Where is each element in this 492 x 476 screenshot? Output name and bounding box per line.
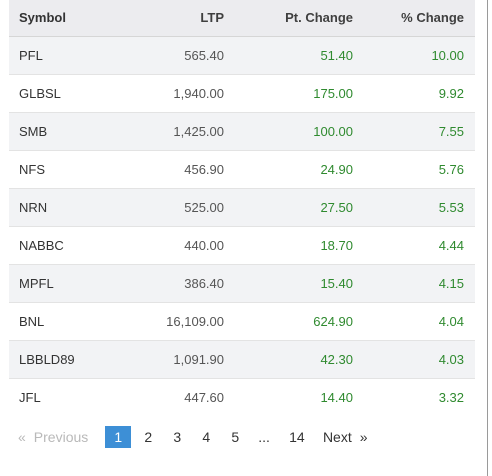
pt-change-cell: 14.40 xyxy=(320,389,353,405)
ltp-cell: 447.60 xyxy=(184,389,224,405)
pt-change-cell: 51.40 xyxy=(320,47,353,63)
ltp-cell: 386.40 xyxy=(184,275,224,291)
pt-change-cell: 27.50 xyxy=(320,199,353,215)
ltp-cell: 456.90 xyxy=(184,161,224,177)
table-row[interactable]: PFL 565.40 51.40 10.00 xyxy=(9,36,475,74)
pt-change-cell: 18.70 xyxy=(320,237,353,253)
pct-change-cell: 5.53 xyxy=(438,199,464,215)
pt-change-cell: 175.00 xyxy=(313,85,353,101)
table-row[interactable]: BNL 16,109.00 624.90 4.04 xyxy=(9,302,475,340)
symbol-cell[interactable]: LBBLD89 xyxy=(19,351,75,367)
page-button-2[interactable]: 2 xyxy=(144,429,153,445)
pct-change-cell: 10.00 xyxy=(431,47,464,63)
ltp-cell: 1,940.00 xyxy=(173,85,224,101)
symbol-cell[interactable]: SMB xyxy=(19,123,48,139)
table-row[interactable]: NFS 456.90 24.90 5.76 xyxy=(9,150,475,188)
page-button-1[interactable]: 1 xyxy=(105,426,132,448)
table-row[interactable]: SMB 1,425.00 100.00 7.55 xyxy=(9,112,475,150)
symbol-cell[interactable]: PFL xyxy=(19,47,43,63)
double-chevron-left-icon: « xyxy=(18,429,26,445)
symbol-cell[interactable]: GLBSL xyxy=(19,85,61,101)
ltp-cell: 565.40 xyxy=(184,47,224,63)
ltp-cell: 1,425.00 xyxy=(173,123,224,139)
page-button-14[interactable]: 14 xyxy=(289,429,305,445)
pct-change-cell: 3.32 xyxy=(438,389,464,405)
top-gainers-table: Symbol LTP Pt. Change % Change PFL 565.4… xyxy=(9,0,475,416)
table-header-row: Symbol LTP Pt. Change % Change xyxy=(9,0,475,37)
pt-change-cell: 42.30 xyxy=(320,351,353,367)
symbol-cell[interactable]: NRN xyxy=(19,199,48,215)
symbol-cell[interactable]: MPFL xyxy=(19,275,54,291)
symbol-cell[interactable]: NABBC xyxy=(19,237,64,253)
table-row[interactable]: MPFL 386.40 15.40 4.15 xyxy=(9,264,475,302)
page-button-4[interactable]: 4 xyxy=(202,429,211,445)
table-row[interactable]: NRN 525.00 27.50 5.53 xyxy=(9,188,475,226)
pct-change-cell: 4.04 xyxy=(438,313,464,329)
next-page-button[interactable]: Next » xyxy=(323,429,368,445)
pct-change-cell: 9.92 xyxy=(438,85,464,101)
pct-change-cell: 4.15 xyxy=(438,275,464,291)
pct-change-cell: 5.76 xyxy=(438,161,464,177)
pt-change-cell: 624.90 xyxy=(313,313,353,329)
table-row[interactable]: LBBLD89 1,091.90 42.30 4.03 xyxy=(9,340,475,378)
ltp-cell: 1,091.90 xyxy=(173,351,224,367)
column-header-symbol[interactable]: Symbol xyxy=(9,0,123,37)
column-header-pt-change[interactable]: Pt. Change xyxy=(235,0,364,37)
next-label: Next xyxy=(322,429,352,445)
gainers-table-container: Symbol LTP Pt. Change % Change PFL 565.4… xyxy=(9,0,475,416)
table-row[interactable]: JFL 447.60 14.40 3.32 xyxy=(9,378,475,416)
table-row[interactable]: NABBC 440.00 18.70 4.44 xyxy=(9,226,475,264)
pt-change-cell: 24.90 xyxy=(320,161,353,177)
pct-change-cell: 4.03 xyxy=(438,351,464,367)
ltp-cell: 16,109.00 xyxy=(166,313,224,329)
column-header-ltp[interactable]: LTP xyxy=(123,0,235,37)
column-header-pct-change[interactable]: % Change xyxy=(364,0,475,37)
previous-label: Previous xyxy=(33,429,89,445)
pct-change-cell: 7.55 xyxy=(438,123,464,139)
double-chevron-right-icon: » xyxy=(359,429,368,445)
page-button-5[interactable]: 5 xyxy=(231,429,240,445)
pt-change-cell: 100.00 xyxy=(313,123,353,139)
symbol-cell[interactable]: NFS xyxy=(19,161,45,177)
symbol-cell[interactable]: JFL xyxy=(19,389,41,405)
previous-page-button[interactable]: « Previous xyxy=(18,429,88,445)
ltp-cell: 525.00 xyxy=(184,199,224,215)
ltp-cell: 440.00 xyxy=(184,237,224,253)
table-row[interactable]: GLBSL 1,940.00 175.00 9.92 xyxy=(9,74,475,112)
pct-change-cell: 4.44 xyxy=(438,237,464,253)
pagination: « Previous 1 2 3 4 5 ... 14 Next » xyxy=(18,426,368,448)
window-edge xyxy=(487,0,492,476)
pt-change-cell: 15.40 xyxy=(320,275,353,291)
pagination-ellipsis: ... xyxy=(258,429,270,445)
page-button-3[interactable]: 3 xyxy=(173,429,182,445)
symbol-cell[interactable]: BNL xyxy=(19,313,45,329)
